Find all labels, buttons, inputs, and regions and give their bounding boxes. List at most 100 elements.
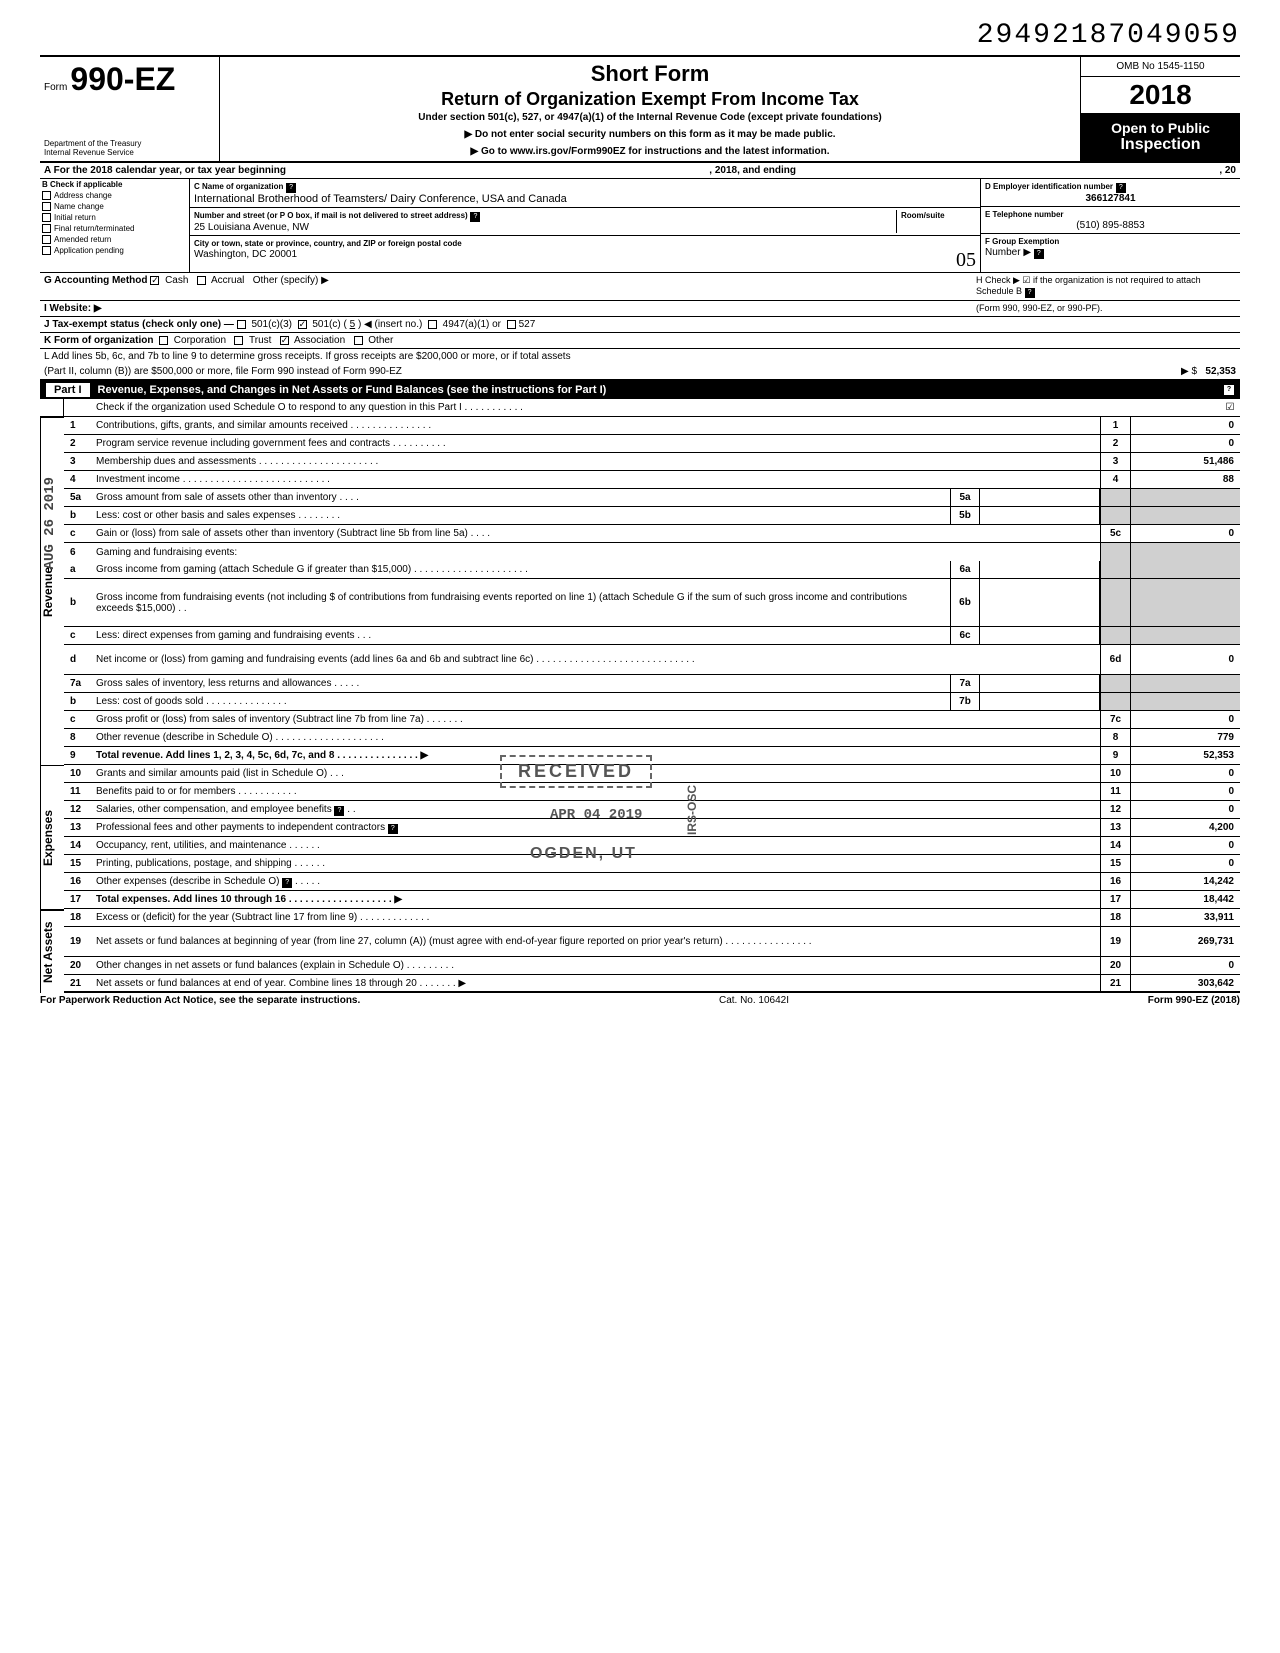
footer: For Paperwork Reduction Act Notice, see … xyxy=(40,993,1240,1006)
revenue-side-label: Revenue xyxy=(40,417,64,765)
line-6c-desc: Less: direct expenses from gaming and fu… xyxy=(92,629,950,642)
sched-o-checkbox[interactable]: ☑ xyxy=(1220,402,1240,413)
help-icon[interactable]: ? xyxy=(1224,385,1234,395)
line-5c-num: 5c xyxy=(1100,525,1130,542)
line-5b-sub: 5b xyxy=(950,507,980,524)
phone-label: E Telephone number xyxy=(985,210,1064,219)
help-icon[interactable]: ? xyxy=(286,183,296,193)
tax-exempt-label: J Tax-exempt status (check only one) — xyxy=(44,319,234,330)
tax-year-row: A For the 2018 calendar year, or tax yea… xyxy=(40,163,1240,179)
received-date: APR 04 2019 xyxy=(550,807,642,823)
line-1-val: 0 xyxy=(1130,417,1240,434)
line-6a-desc: Gross income from gaming (attach Schedul… xyxy=(92,563,950,576)
help-icon[interactable]: ? xyxy=(470,212,480,222)
help-icon[interactable]: ? xyxy=(334,806,344,816)
line-7b-desc: Less: cost of goods sold . . . . . . . .… xyxy=(92,695,950,708)
help-icon[interactable]: ? xyxy=(1025,288,1035,298)
line-8-val: 779 xyxy=(1130,729,1240,746)
room-label: Room/suite xyxy=(901,211,945,220)
chk-name-change[interactable]: Name change xyxy=(40,201,189,212)
chk-amended[interactable]: Amended return xyxy=(40,234,189,245)
footer-center: Cat. No. 10642I xyxy=(719,995,789,1006)
chk-final-return[interactable]: Final return/terminated xyxy=(40,223,189,234)
line-2-val: 0 xyxy=(1130,435,1240,452)
line-13-val: 4,200 xyxy=(1130,819,1240,836)
address: 25 Louisiana Avenue, NW xyxy=(194,222,309,233)
line-7c-desc: Gross profit or (loss) from sales of inv… xyxy=(92,713,1100,726)
help-icon[interactable]: ? xyxy=(1034,249,1044,259)
accounting-label: G Accounting Method xyxy=(44,275,148,286)
chk-4947[interactable] xyxy=(428,320,437,329)
chk-501c3[interactable] xyxy=(237,320,246,329)
line-20-val: 0 xyxy=(1130,957,1240,974)
line-3-val: 51,486 xyxy=(1130,453,1240,470)
line-7a-sub: 7a xyxy=(950,675,980,692)
section-l-row1: L Add lines 5b, 6c, and 7b to line 9 to … xyxy=(40,349,1240,364)
opt-501c3: 501(c)(3) xyxy=(251,319,292,330)
return-title: Return of Organization Exempt From Incom… xyxy=(230,89,1070,110)
section-i-row: I Website: ▶ (Form 990, 990-EZ, or 990-P… xyxy=(40,301,1240,317)
line-7c-num: 7c xyxy=(1100,711,1130,728)
line-5c-desc: Gain or (loss) from sale of assets other… xyxy=(92,527,1100,540)
under-section: Under section 501(c), 527, or 4947(a)(1)… xyxy=(230,112,1070,123)
line-15-val: 0 xyxy=(1130,855,1240,872)
date-stamp: AUG 26 2019 xyxy=(42,477,58,569)
line-6d-desc: Net income or (loss) from gaming and fun… xyxy=(92,653,1100,666)
line-12-desc: Salaries, other compensation, and employ… xyxy=(96,804,332,815)
line-7b-sub: 7b xyxy=(950,693,980,710)
goto-line: ▶ Go to www.irs.gov/Form990EZ for instru… xyxy=(230,146,1070,157)
chk-501c[interactable] xyxy=(298,320,307,329)
help-icon[interactable]: ? xyxy=(282,878,292,888)
city-label: City or town, state or province, country… xyxy=(194,239,462,248)
section-l-text2: (Part II, column (B)) are $500,000 or mo… xyxy=(44,366,402,377)
line-4-desc: Investment income . . . . . . . . . . . … xyxy=(92,473,1100,486)
received-stamp: RECEIVED xyxy=(500,755,652,788)
omb-number: OMB No 1545-1150 xyxy=(1081,57,1240,77)
line-19-num: 19 xyxy=(1100,927,1130,956)
form-header: Form 990-EZ Department of the Treasury I… xyxy=(40,55,1240,163)
chk-assoc[interactable] xyxy=(280,336,289,345)
chk-527[interactable] xyxy=(507,320,516,329)
chk-initial-return[interactable]: Initial return xyxy=(40,212,189,223)
irs-osc: IRS-OSC xyxy=(685,785,699,835)
line-6a-sub: 6a xyxy=(950,561,980,578)
net-assets-side-label: Net Assets xyxy=(40,909,64,993)
org-name-label: C Name of organization xyxy=(194,182,283,191)
other-org-label: Other xyxy=(368,335,393,346)
line-6b-desc: Gross income from fundraising events (no… xyxy=(92,591,950,615)
chk-pending[interactable]: Application pending xyxy=(40,245,189,256)
chk-cash[interactable] xyxy=(150,276,159,285)
arrow: ▶ $ xyxy=(1181,366,1197,377)
opt-501c-val: 5 xyxy=(350,319,356,330)
phone: (510) 895-8853 xyxy=(985,220,1236,231)
help-icon[interactable]: ? xyxy=(388,824,398,834)
line-12-val: 0 xyxy=(1130,801,1240,818)
section-j-row: J Tax-exempt status (check only one) — 5… xyxy=(40,317,1240,333)
ein: 366127841 xyxy=(985,193,1236,204)
line-5b-desc: Less: cost or other basis and sales expe… xyxy=(92,509,950,522)
section-h-text: H Check ▶ ☑ if the organization is not r… xyxy=(976,275,1201,296)
chk-other[interactable] xyxy=(354,336,363,345)
ein-label: D Employer identification number xyxy=(985,182,1113,191)
help-icon[interactable]: ? xyxy=(1116,183,1126,193)
line-16-val: 14,242 xyxy=(1130,873,1240,890)
line-18-num: 18 xyxy=(1100,909,1130,926)
line-13-desc: Professional fees and other payments to … xyxy=(96,822,385,833)
chk-accrual[interactable] xyxy=(197,276,206,285)
line-10-num: 10 xyxy=(1100,765,1130,782)
line-8-num: 8 xyxy=(1100,729,1130,746)
trust-label: Trust xyxy=(249,335,271,346)
line-17-num: 17 xyxy=(1100,891,1130,908)
expenses-section: Expenses RECEIVED APR 04 2019 IRS-OSC OG… xyxy=(40,765,1240,909)
chk-address-change[interactable]: Address change xyxy=(40,190,189,201)
section-b-label: B Check if applicable xyxy=(40,179,189,190)
line-21-desc: Net assets or fund balances at end of ye… xyxy=(92,977,1100,990)
chk-trust[interactable] xyxy=(234,336,243,345)
chk-corp[interactable] xyxy=(159,336,168,345)
group-number-label: Number ▶ xyxy=(985,247,1031,258)
section-def: D Employer identification number ? 36612… xyxy=(980,179,1240,272)
assoc-label: Association xyxy=(294,335,345,346)
tax-year-end: , 20 xyxy=(1219,165,1236,176)
opt-501c-end: ) ◀ (insert no.) xyxy=(358,319,422,330)
line-4-val: 88 xyxy=(1130,471,1240,488)
